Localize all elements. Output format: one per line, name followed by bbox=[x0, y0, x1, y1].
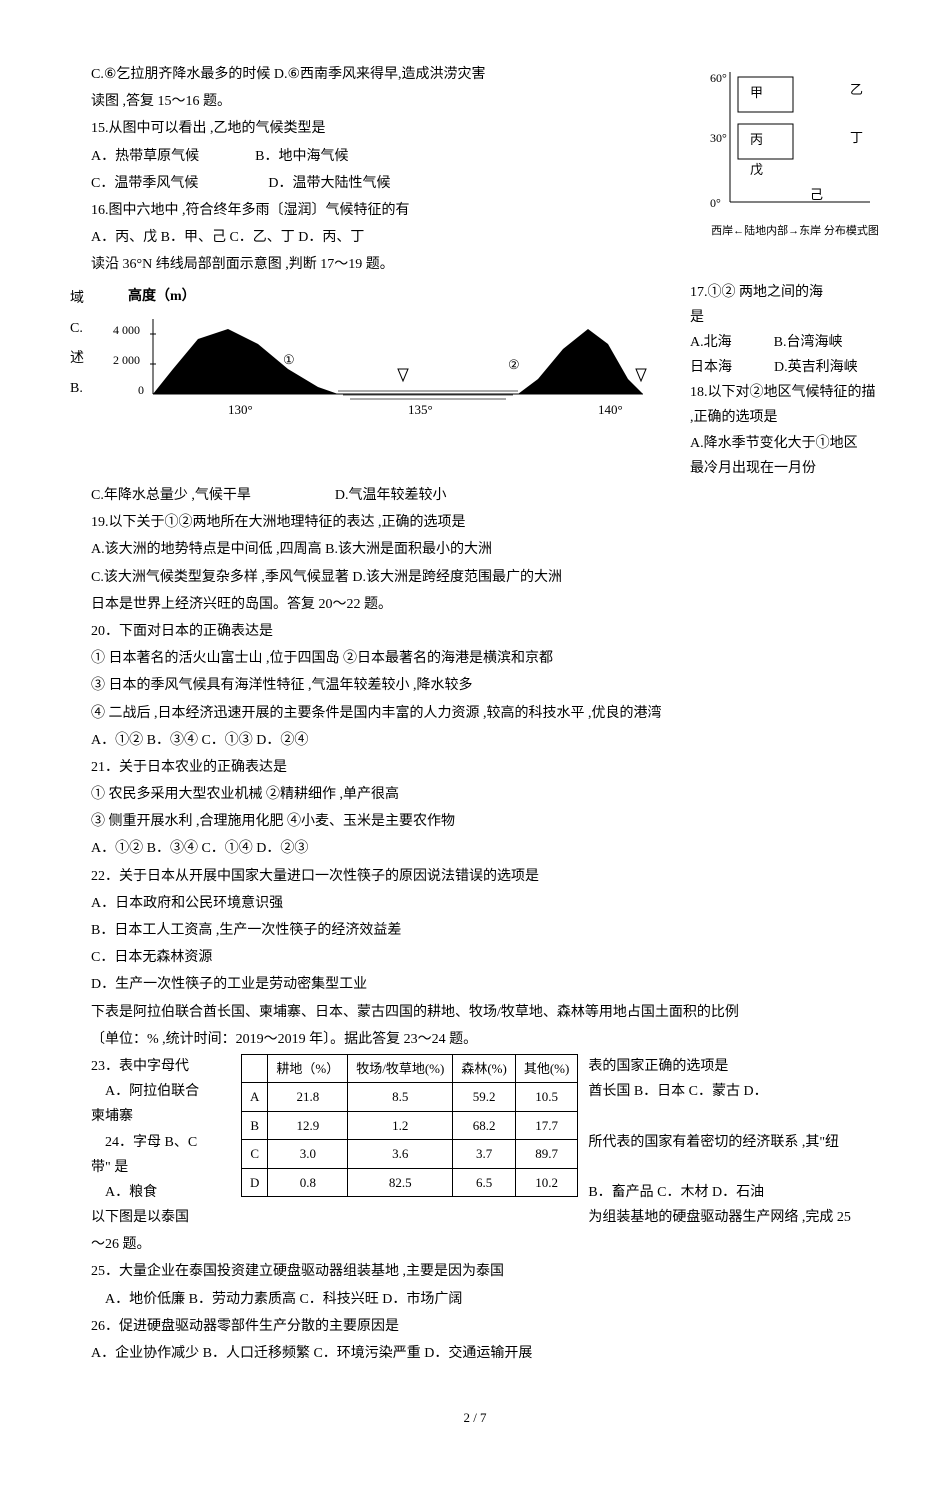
svg-text:4 000: 4 000 bbox=[113, 323, 140, 337]
q18a: A.降水季节变化大于①地区 bbox=[690, 431, 880, 456]
q19ab: A.该大洲的地势特点是中间低 ,四周高 B.该大洲是面积最小的大洲 bbox=[70, 537, 880, 562]
svg-text:135°: 135° bbox=[408, 402, 433, 417]
q17w: 是 bbox=[690, 305, 880, 330]
q20-12: ① 日本著名的活火山富士山 ,位于四国岛 ②日本最著名的海港是横滨和京都 bbox=[70, 646, 880, 671]
q17b: B.台湾海峡 bbox=[774, 335, 843, 350]
tbl-intro: 下表是阿拉伯联合酋长国、柬埔寨、日本、蒙古四国的耕地、牧场/牧草地、森林等用地占… bbox=[70, 1000, 880, 1025]
tail1: 以下图是以泰国 bbox=[91, 1205, 241, 1230]
q24r: 所代表的国家有着密切的经济联系 ,其"纽 bbox=[588, 1130, 880, 1155]
q24a: 带" 是 bbox=[91, 1155, 241, 1180]
q22: 22．关于日本从开展中国家大量进口一次性筷子的原因说法错误的选项是 bbox=[70, 864, 880, 889]
q21opts: A．①② B．③④ C．①④ D．②③ bbox=[70, 836, 880, 861]
tbl-intro2: 〔单位：% ,统计时间：2019～2019 年〕。据此答复 23～24 题。 bbox=[70, 1027, 880, 1052]
q23a2: 柬埔寨 bbox=[91, 1104, 241, 1129]
q26: 26．促进硬盘驱动器零部件生产分散的主要原因是 bbox=[70, 1314, 880, 1339]
q18b: 最冷月出现在一月份 bbox=[690, 456, 880, 481]
svg-text:己: 己 bbox=[810, 187, 823, 202]
svg-text:②: ② bbox=[508, 357, 520, 372]
q19: 19.以下关于①②两地所在大洲地理特征的表达 ,正确的选项是 bbox=[70, 510, 880, 535]
svg-text:①: ① bbox=[283, 352, 295, 367]
q21: 21．关于日本农业的正确表达是 bbox=[70, 755, 880, 780]
svg-text:丁: 丁 bbox=[850, 130, 863, 145]
climate-caption: 西岸←陆地内部→东岸 分布模式图 bbox=[710, 222, 880, 242]
q19cd: C.该大洲气候类型复杂多样 ,季风气候显著 D.该大洲是跨经度范围最广的大洲 bbox=[70, 565, 880, 590]
q23ar: 酋长国 B．日本 C．蒙古 D． bbox=[588, 1079, 880, 1104]
q17d: D.英吉利海峡 bbox=[774, 360, 858, 375]
q15d: D．温带大陆性气候 bbox=[268, 176, 390, 191]
chart-left-labels: 域 C. 述 B. bbox=[70, 284, 84, 404]
q22a: A．日本政府和公民环境意识强 bbox=[70, 891, 880, 916]
q15b: B．地中海气候 bbox=[255, 149, 348, 164]
svg-text:140°: 140° bbox=[598, 402, 623, 417]
read-profile: 读沿 36°N 纬线局部剖面示意图 ,判断 17～19 题。 bbox=[70, 252, 880, 277]
q23: 23．表中字母代 bbox=[91, 1054, 241, 1079]
q22d: D．生产一次性筷子的工业是劳动密集型工业 bbox=[70, 972, 880, 997]
q20: 20．下面对日本的正确表达是 bbox=[70, 619, 880, 644]
lbl-C: C. bbox=[70, 316, 84, 341]
lbl-yu: 域 bbox=[70, 286, 84, 311]
q18cd: C.年降水总量少 ,气候干旱 D.气温年较差较小 bbox=[70, 483, 880, 508]
y-label: 高度（m） bbox=[88, 284, 648, 309]
tail2: ～26 题。 bbox=[70, 1232, 880, 1257]
climate-svg: 60° 30° 0° 甲 乙 丙 丁 戊 己 bbox=[710, 62, 880, 222]
q20-4: ④ 二战后 ,日本经济迅速开展的主要条件是国内丰富的人力资源 ,较高的科技水平 … bbox=[70, 701, 880, 726]
q17ab: A.北海 B.台湾海峡 bbox=[690, 330, 880, 355]
q17: 17.①② 两地之间的海 bbox=[690, 280, 880, 305]
q24aR: B．畜产品 C．木材 D．石油 bbox=[588, 1180, 880, 1205]
th4: 其他(%) bbox=[515, 1054, 578, 1082]
intro20: 日本是世界上经济兴旺的岛国。答复 20～22 题。 bbox=[70, 592, 880, 617]
th1: 耕地（%） bbox=[268, 1054, 348, 1082]
table-row: D0.882.56.510.2 bbox=[242, 1168, 578, 1196]
svg-text:乙: 乙 bbox=[850, 82, 863, 97]
th2: 牧场/牧草地(%) bbox=[348, 1054, 453, 1082]
table-row: C3.03.63.789.7 bbox=[242, 1140, 578, 1168]
q22c: C．日本无森林资源 bbox=[70, 945, 880, 970]
q17c: 日本海 bbox=[690, 360, 732, 375]
climate-diagram: 60° 30° 0° 甲 乙 丙 丁 戊 己 西岸←陆地内部→东岸 分布模式图 bbox=[710, 62, 880, 242]
svg-text:60°: 60° bbox=[710, 71, 727, 85]
profile-svg: 4 000 2 000 0 bbox=[88, 309, 648, 419]
svg-text:2 000: 2 000 bbox=[113, 353, 140, 367]
q25: 25．大量企业在泰国投资建立硬盘驱动器组装基地 ,主要是因为泰国 bbox=[70, 1259, 880, 1284]
q18c: C.年降水总量少 ,气候干旱 bbox=[91, 488, 251, 503]
svg-text:130°: 130° bbox=[228, 402, 253, 417]
q22b: B．日本工人工资高 ,生产一次性筷子的经济效益差 bbox=[70, 918, 880, 943]
svg-text:30°: 30° bbox=[710, 131, 727, 145]
q18w: ,正确的选项是 bbox=[690, 405, 880, 430]
q24: 24．字母 B、C bbox=[91, 1130, 241, 1155]
q15a: A．热带草原气候 bbox=[91, 149, 199, 164]
tail1r: 为组装基地的硬盘驱动器生产网络 ,完成 25 bbox=[588, 1205, 880, 1230]
q17cd: 日本海 D.英吉利海峡 bbox=[690, 355, 880, 380]
q15c: C．温带季风气候 bbox=[91, 176, 198, 191]
q21-12: ① 农民多采用大型农业机械 ②精耕细作 ,单产很高 bbox=[70, 782, 880, 807]
q21-34: ③ 侧重开展水利 ,合理施用化肥 ④小麦、玉米是主要农作物 bbox=[70, 809, 880, 834]
land-use-table: 耕地（%） 牧场/牧草地(%) 森林(%) 其他(%) A21.88.559.2… bbox=[241, 1054, 578, 1197]
q25opts: A．地价低廉 B．劳动力素质高 C．科技兴旺 D．市场广阔 bbox=[70, 1287, 880, 1312]
profile-block: 域 C. 述 B. 高度（m） 4 000 2 000 0 bbox=[70, 280, 880, 482]
table-row: A21.88.559.210.5 bbox=[242, 1083, 578, 1111]
lbl-B: B. bbox=[70, 376, 84, 401]
table-header: 耕地（%） 牧场/牧草地(%) 森林(%) 其他(%) bbox=[242, 1054, 578, 1082]
svg-text:甲: 甲 bbox=[750, 85, 763, 100]
q17a: A.北海 bbox=[690, 335, 732, 350]
q26opts: A．企业协作减少 B．人口迁移频繁 C．环境污染严重 D．交通运输开展 bbox=[70, 1341, 880, 1366]
q24aL: A．粮食 bbox=[91, 1180, 241, 1205]
svg-text:戊: 戊 bbox=[750, 162, 763, 177]
profile-chart: 高度（m） 4 000 2 000 0 bbox=[88, 284, 648, 419]
th3: 森林(%) bbox=[453, 1054, 516, 1082]
q23r: 表的国家正确的选项是 bbox=[588, 1054, 880, 1079]
q23a: A．阿拉伯联合 bbox=[91, 1079, 241, 1104]
q18d: D.气温年较差较小 bbox=[335, 488, 447, 503]
th0 bbox=[242, 1054, 268, 1082]
svg-text:0°: 0° bbox=[710, 196, 721, 210]
lbl-shu: 述 bbox=[70, 346, 84, 371]
table-block: 23．表中字母代 A．阿拉伯联合 柬埔寨 24．字母 B、C 带" 是 A．粮食… bbox=[70, 1054, 880, 1230]
svg-text:0: 0 bbox=[138, 383, 144, 397]
svg-text:丙: 丙 bbox=[750, 132, 763, 147]
q20opts: A．①② B．③④ C．①③ D．②④ bbox=[70, 728, 880, 753]
page-number: 2 / 7 bbox=[70, 1406, 880, 1429]
table-row: B12.91.268.217.7 bbox=[242, 1111, 578, 1139]
q18: 18.以下对②地区气候特征的描 bbox=[690, 380, 880, 405]
q20-3: ③ 日本的季风气候具有海洋性特征 ,气温年较差较小 ,降水较多 bbox=[70, 673, 880, 698]
